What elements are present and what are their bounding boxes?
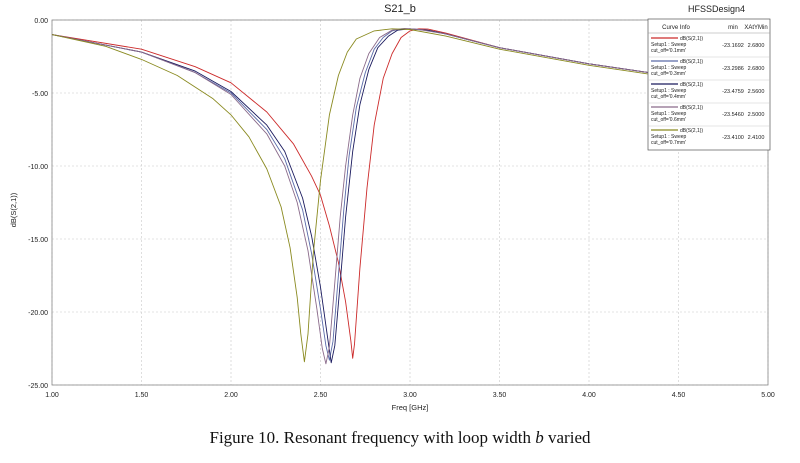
x-tick-label: 3.50 xyxy=(493,392,507,399)
x-tick-label: 4.50 xyxy=(672,392,686,399)
x-axis-label: Freq [GHz] xyxy=(392,403,429,412)
legend-entry-line: dB(S(2,1)) xyxy=(680,59,703,65)
legend-min-value: -23.4759 xyxy=(722,89,744,95)
legend-xat-value: 2.4100 xyxy=(748,135,765,141)
legend-header-xat: XAtYMin xyxy=(744,25,767,31)
caption-suffix: varied xyxy=(543,428,591,447)
x-tick-label: 2.50 xyxy=(314,392,328,399)
x-tick-label: 5.00 xyxy=(761,392,775,399)
series-line-5 xyxy=(51,28,769,363)
legend-entry-line: cut_off='0.7mm' xyxy=(651,140,686,146)
series-line-4 xyxy=(51,28,769,365)
plot-frame xyxy=(51,19,769,386)
legend-entry-line: Setup1 : Sweep xyxy=(651,88,687,94)
legend-xat-value: 2.5000 xyxy=(748,112,765,118)
chart-title: S21_b xyxy=(384,3,416,15)
legend-entry-line: Setup1 : Sweep xyxy=(651,65,687,71)
x-tick-label: 2.00 xyxy=(224,392,238,399)
y-tick-label: -15.00 xyxy=(28,237,48,244)
caption-variable: b xyxy=(535,428,544,447)
legend-min-value: -23.4100 xyxy=(722,135,744,141)
series-line-1 xyxy=(51,28,769,359)
legend-entry-line: cut_off='0.3mm' xyxy=(651,71,686,77)
legend-entry-line: dB(S(2,1)) xyxy=(680,128,703,134)
legend-entry-line: dB(S(2,1)) xyxy=(680,82,703,88)
legend-entry-line: cut_off='0.1mm' xyxy=(651,48,686,54)
y-tick-label: -10.00 xyxy=(28,164,48,171)
y-tick-label: 0.00 xyxy=(34,18,48,25)
legend-header-curve: Curve Info xyxy=(662,25,690,31)
legend-entry-line: cut_off='0.4mm' xyxy=(651,94,686,100)
x-tick-label: 1.00 xyxy=(45,392,59,399)
figure-caption: Figure 10. Resonant frequency with loop … xyxy=(0,428,800,448)
legend-entry-line: Setup1 : Sweep xyxy=(651,111,687,117)
y-tick-label: -20.00 xyxy=(28,310,48,317)
legend-entry-line: dB(S(2,1)) xyxy=(680,105,703,111)
x-tick-label: 1.50 xyxy=(135,392,149,399)
caption-prefix: Figure 10. Resonant frequency with loop … xyxy=(209,428,536,447)
x-tick-label: 3.00 xyxy=(403,392,417,399)
legend-min-value: -23.1692 xyxy=(722,43,744,49)
legend-min-value: -23.2986 xyxy=(722,66,744,72)
legend-entry-line: Setup1 : Sweep xyxy=(651,42,687,48)
legend-xat-value: 2.6800 xyxy=(748,66,765,72)
design-label: HFSSDesign4 xyxy=(688,4,745,14)
legend-xat-value: 2.5600 xyxy=(748,89,765,95)
legend-entry-line: dB(S(2,1)) xyxy=(680,36,703,42)
y-tick-label: -25.00 xyxy=(28,383,48,390)
y-axis-label: dB(S(2,1)) xyxy=(9,192,18,227)
y-tick-label: -5.00 xyxy=(32,91,48,98)
x-tick-label: 4.00 xyxy=(582,392,596,399)
legend-header-min: min xyxy=(728,25,738,31)
legend-min-value: -23.5460 xyxy=(722,112,744,118)
legend-entry-line: Setup1 : Sweep xyxy=(651,134,687,140)
legend-entry-line: cut_off='0.6mm' xyxy=(651,117,686,123)
legend-xat-value: 2.6800 xyxy=(748,43,765,49)
